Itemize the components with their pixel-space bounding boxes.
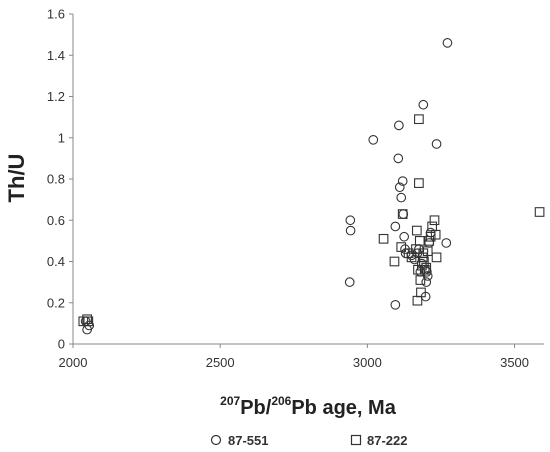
data-point-87-551 (394, 120, 404, 131)
data-points (78, 38, 545, 335)
x-tick-label: 2500 (206, 355, 235, 370)
data-point-87-222 (416, 287, 426, 298)
y-tick-label: 0.6 (47, 213, 65, 228)
data-point-87-551 (393, 153, 404, 164)
data-point-87-222 (411, 225, 422, 236)
data-point-87-551 (399, 231, 410, 242)
data-point-87-551 (442, 38, 453, 48)
data-point-87-222 (414, 178, 424, 188)
legend-marker-87-551 (210, 434, 222, 446)
data-point-87-551 (418, 99, 429, 110)
data-point-87-551 (421, 277, 432, 287)
x-axis-title-sup1: 207 (220, 394, 240, 408)
y-tick-label: 0 (58, 337, 65, 352)
data-point-87-551 (397, 176, 408, 186)
x-axis-title-sup2: 206 (271, 394, 291, 408)
x-tick-label: 2000 (59, 355, 88, 370)
data-point-87-222 (430, 229, 441, 240)
data-point-87-551 (345, 225, 356, 236)
data-point-87-222 (422, 246, 433, 257)
data-point-87-222 (534, 207, 545, 217)
x-tick-labels: 2000 2500 3000 3500 (59, 344, 529, 370)
x-tick-label: 3500 (500, 355, 529, 370)
legend-label-87-222: 87-222 (367, 433, 407, 448)
data-point-87-222 (412, 295, 423, 306)
data-point-87-222 (378, 233, 389, 244)
legend-marker-87-222 (350, 434, 362, 446)
axes (72, 14, 544, 345)
y-tick-label: 1.4 (47, 48, 65, 63)
y-tick-label: 1.6 (47, 7, 65, 22)
data-point-87-222 (414, 114, 424, 125)
data-point-87-222 (415, 275, 426, 285)
data-point-87-551 (344, 277, 355, 287)
y-tick-label: 0.2 (47, 295, 65, 310)
data-point-87-551 (390, 221, 401, 232)
y-tick-label: 1.2 (47, 89, 65, 104)
y-tick-label: 0.4 (47, 254, 65, 269)
data-point-87-551 (368, 134, 379, 145)
data-point-87-222 (427, 221, 437, 232)
y-tick-label: 0.8 (47, 172, 65, 187)
data-point-87-551 (394, 182, 405, 193)
y-tick-label: 1 (58, 130, 65, 145)
legend: 87-551 87-222 (210, 433, 407, 448)
data-point-87-222 (421, 262, 432, 273)
data-point-87-222 (83, 316, 94, 327)
data-point-87-551 (431, 139, 442, 149)
data-point-87-222 (429, 215, 440, 226)
x-tick-label: 3000 (353, 355, 382, 370)
data-point-87-551 (396, 192, 407, 203)
y-axis-title: Th/U (4, 154, 29, 203)
data-point-87-222 (419, 264, 430, 275)
data-point-87-222 (414, 236, 425, 246)
data-point-87-222 (396, 242, 407, 252)
data-point-87-551 (398, 209, 409, 219)
y-tick-labels: 0 0.2 0.4 0.6 0.8 1 1.2 1.4 1.6 (47, 7, 73, 352)
x-axis-title-part1: Pb/ (240, 397, 272, 419)
x-axis-title-part2: Pb age, Ma (291, 397, 396, 419)
data-point-87-222 (389, 256, 400, 267)
data-point-87-551 (441, 238, 452, 248)
data-point-87-222 (397, 209, 408, 219)
data-point-87-222 (425, 231, 436, 242)
legend-label-87-551: 87-551 (228, 433, 268, 448)
x-axis-title: 207Pb/206Pb age, Ma (220, 394, 397, 419)
data-point-87-222 (431, 252, 442, 263)
data-point-87-551 (390, 299, 401, 310)
data-point-87-222 (82, 314, 92, 325)
data-point-87-551 (345, 215, 356, 226)
